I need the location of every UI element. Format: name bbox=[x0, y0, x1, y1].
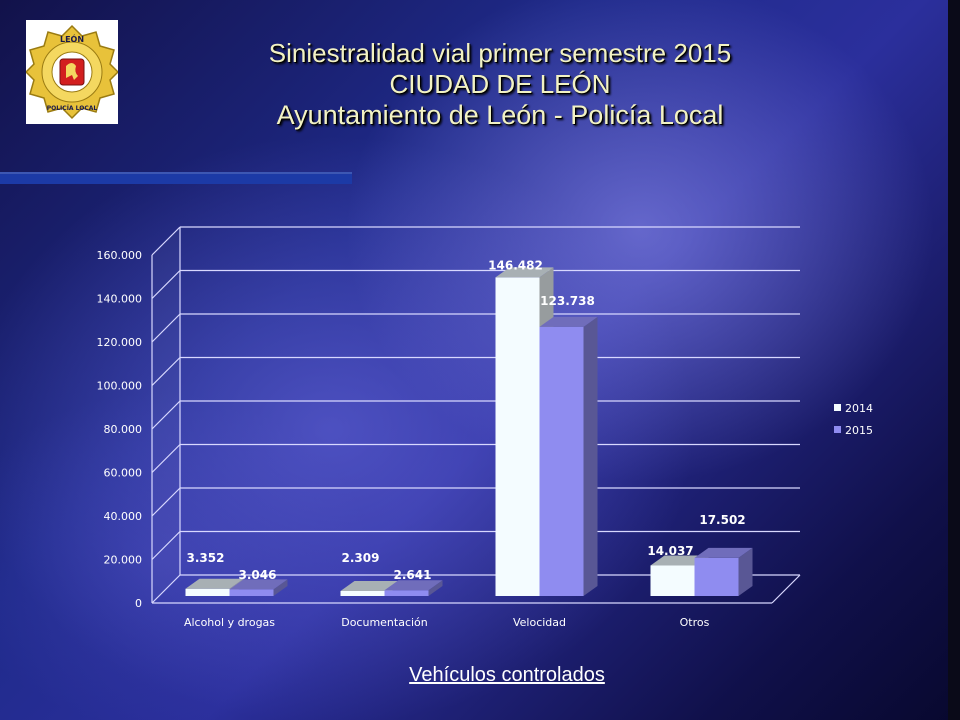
right-edge bbox=[948, 0, 960, 720]
data-label-2015-3: 17.502 bbox=[699, 513, 745, 527]
bar-side-2015-0 bbox=[273, 579, 288, 596]
x-category-label: Otros bbox=[680, 616, 710, 629]
data-label-2015-0: 3.046 bbox=[239, 568, 277, 582]
bar-2015-0 bbox=[229, 589, 274, 596]
gridline-diag bbox=[151, 487, 181, 517]
bar-2014-2 bbox=[495, 277, 540, 596]
data-label-2014-1: 2.309 bbox=[342, 551, 380, 565]
y-tick-label: 40.000 bbox=[104, 510, 143, 523]
data-label-2014-3: 14.037 bbox=[647, 544, 693, 558]
x-category-label: Velocidad bbox=[513, 616, 566, 629]
bar-2015-2 bbox=[539, 326, 584, 596]
accent-bar bbox=[0, 172, 352, 184]
legend-label-2014: 2014 bbox=[845, 402, 873, 415]
bar-2014-1 bbox=[340, 590, 385, 596]
y-tick-label: 120.000 bbox=[97, 336, 143, 349]
gridline-diag bbox=[151, 574, 181, 604]
bar-top-2015-0 bbox=[229, 579, 288, 590]
bar-side-2015-2 bbox=[583, 316, 598, 596]
logo-bottom-text: POLICÍA LOCAL bbox=[47, 104, 98, 112]
legend-swatch-2014 bbox=[834, 404, 841, 411]
y-tick-label: 100.000 bbox=[97, 380, 143, 393]
gridline-diag bbox=[151, 531, 181, 560]
y-tick-label: 0 bbox=[135, 597, 142, 610]
bar-2015-1 bbox=[384, 590, 429, 596]
data-label-2015-2: 123.738 bbox=[540, 294, 595, 308]
data-label-2015-1: 2.641 bbox=[394, 568, 432, 582]
bar-2014-0 bbox=[185, 588, 230, 596]
gridline-diag bbox=[151, 313, 181, 343]
legend-label-2015: 2015 bbox=[845, 424, 873, 437]
bar-top-2014-0 bbox=[185, 578, 244, 589]
x-category-label: Documentación bbox=[341, 616, 428, 629]
title-line-1: Siniestralidad vial primer semestre 2015 bbox=[268, 38, 732, 68]
x-category-label: Alcohol y drogas bbox=[184, 616, 275, 629]
chart-caption[interactable]: Vehículos controlados bbox=[409, 664, 605, 686]
gridline-diag bbox=[151, 270, 181, 299]
y-tick-label: 80.000 bbox=[104, 423, 143, 436]
bar-2015-3 bbox=[694, 557, 739, 596]
gridline-diag bbox=[151, 444, 181, 473]
police-logo: LEÓN POLICÍA LOCAL bbox=[24, 20, 120, 124]
data-label-2014-2: 146.482 bbox=[488, 258, 543, 272]
gridline-diag bbox=[151, 400, 181, 430]
bar-side-2015-1 bbox=[428, 580, 443, 596]
bar-side-2015-3 bbox=[738, 547, 753, 596]
bar-top-2015-1 bbox=[384, 580, 443, 591]
logo-top-text: LEÓN bbox=[60, 33, 84, 44]
title-line-3: Ayuntamiento de León - Policía Local bbox=[276, 100, 724, 130]
title-line-2: CIUDAD DE LEÓN bbox=[389, 69, 611, 99]
bar-top-2014-1 bbox=[340, 580, 399, 591]
gridline-diag bbox=[151, 226, 181, 256]
y-tick-label: 20.000 bbox=[104, 554, 143, 567]
bar-top-2014-3 bbox=[650, 555, 709, 566]
bar-2014-3 bbox=[650, 565, 695, 596]
bar-top-2014-2 bbox=[495, 267, 554, 278]
y-tick-label: 140.000 bbox=[97, 293, 143, 306]
bar-top-2015-2 bbox=[539, 316, 598, 327]
y-tick-label: 160.000 bbox=[97, 249, 143, 262]
bar-top-2015-3 bbox=[694, 547, 753, 558]
legend-swatch-2015 bbox=[834, 426, 841, 433]
y-tick-label: 60.000 bbox=[104, 467, 143, 480]
data-label-2014-0: 3.352 bbox=[187, 551, 225, 565]
gridline-diag bbox=[151, 357, 181, 386]
police-badge-icon: LEÓN POLICÍA LOCAL bbox=[24, 24, 120, 120]
x-axis-right bbox=[771, 574, 801, 604]
